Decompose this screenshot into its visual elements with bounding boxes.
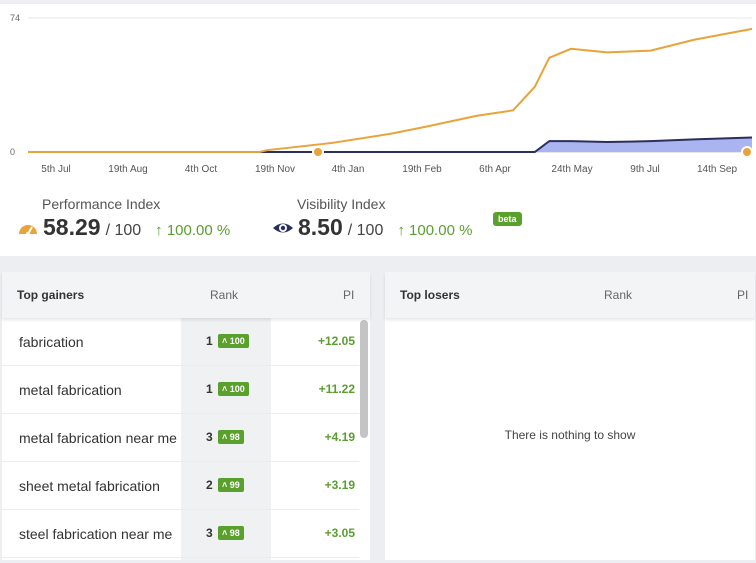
rank-change-value: 98	[229, 432, 240, 442]
x-tick-label: 4th Oct	[184, 164, 218, 175]
beta-badge: beta	[493, 212, 522, 226]
visibility-index: Visibility Index 8.50 / 100 ↑ 100.00 %	[272, 196, 472, 241]
top-losers-header: Top losers Rank PI	[385, 272, 755, 318]
pi-change-value: +4.19	[324, 430, 355, 444]
keyword-cell[interactable]: metal fabrication	[19, 382, 122, 398]
caret-up-icon: ˄	[222, 480, 228, 490]
pi-change-value: +12.05	[317, 334, 355, 348]
x-tick-label: 19th Feb	[402, 164, 442, 175]
x-tick-label: 24th May	[551, 164, 593, 175]
y-tick-label: 0	[10, 147, 16, 157]
rank-value: 2	[206, 478, 213, 492]
top-losers-panel: Top losers Rank PI There is nothing to s…	[385, 272, 755, 560]
overview-card: 74 0 5th Jul 19th Aug 4th Oct 19th Nov 4…	[0, 4, 756, 256]
caret-up-icon: ˄	[222, 336, 228, 346]
caret-up-icon: ˄	[222, 528, 228, 538]
performance-index-label: Performance Index	[42, 196, 161, 212]
index-chart	[28, 17, 753, 158]
rank-change-value: 100	[229, 384, 245, 394]
rank-change-badge: ˄ 98	[218, 526, 244, 540]
x-tick-label: 14th Sep	[696, 164, 738, 175]
event-marker[interactable]	[741, 146, 753, 158]
table-row[interactable]: fabrication 1 ˄ 100 +12.05	[2, 318, 359, 366]
rank-column-header[interactable]: Rank	[210, 288, 239, 302]
visibility-index-label: Visibility Index	[297, 196, 386, 212]
x-tick-label: 5th Jul	[41, 164, 71, 175]
rank-column-header[interactable]: Rank	[604, 288, 633, 302]
rank-value: 3	[206, 430, 213, 444]
keyword-cell[interactable]: sheet metal fabrication	[19, 478, 160, 494]
rank-change-badge: ˄ 100	[218, 334, 249, 348]
top-gainers-title: Top gainers	[17, 288, 85, 302]
performance-index: Performance Index 58.29 / 100 ↑ 100.00 %	[17, 196, 230, 241]
performance-index-max: / 100	[105, 222, 142, 239]
series-line[interactable]	[28, 27, 753, 153]
x-tick-label: 4th Jan	[331, 164, 365, 175]
performance-change-value: 100.00 %	[166, 222, 231, 239]
rank-change-value: 100	[229, 336, 245, 346]
arrow-up-icon: ↑	[155, 222, 163, 239]
keyword-cell[interactable]: metal fabrication near me	[19, 430, 177, 446]
top-losers-title: Top losers	[400, 288, 460, 302]
rank-value: 1	[206, 334, 213, 348]
x-tick-label: 19th Aug	[108, 164, 148, 175]
empty-state-message: There is nothing to show	[504, 428, 636, 442]
caret-up-icon: ˄	[222, 432, 228, 442]
pi-change-value: +11.22	[318, 382, 355, 396]
pi-change-value: +3.05	[324, 526, 355, 540]
performance-index-value: 58.29	[43, 214, 101, 240]
pi-column-header[interactable]: PI	[737, 288, 749, 302]
pi-change-value: +3.19	[324, 478, 355, 492]
x-tick-label: 6th Apr	[479, 164, 511, 175]
top-gainers-header: Top gainers Rank PI	[2, 272, 370, 318]
scrollbar[interactable]	[360, 320, 368, 438]
caret-up-icon: ˄	[222, 384, 228, 394]
rank-change-value: 99	[229, 480, 240, 490]
rank-change-badge: ˄ 99	[218, 478, 244, 492]
rank-value: 3	[206, 526, 213, 540]
arrow-up-icon: ↑	[397, 222, 405, 239]
table-row[interactable]: metal fabrication near me 3 ˄ 98 +4.19	[2, 414, 359, 462]
pi-column-header[interactable]: PI	[343, 288, 355, 302]
event-marker[interactable]	[312, 146, 324, 158]
rank-change-badge: ˄ 98	[218, 430, 244, 444]
visibility-index-change: ↑ 100.00 %	[397, 222, 472, 239]
x-tick-label: 9th Jul	[630, 164, 660, 175]
performance-index-change: ↑ 100.00 %	[155, 222, 230, 239]
visibility-index-value: 8.50	[298, 214, 343, 240]
visibility-change-value: 100.00 %	[409, 222, 473, 239]
top-gainers-panel: Top gainers Rank PI fabrication 1 ˄ 100 +12…	[2, 272, 370, 560]
speedometer-icon	[19, 224, 37, 236]
table-row[interactable]: sheet metal fabrication 2 ˄ 99 +3.19	[2, 462, 359, 510]
series-line[interactable]	[28, 136, 753, 153]
keyword-cell[interactable]: fabrication	[19, 334, 84, 350]
table-row[interactable]: metal fabrication 1 ˄ 100 +11.22	[2, 366, 359, 414]
table-row[interactable]: steel fabrication near me 3 ˄ 98 +3.05	[2, 510, 359, 558]
rank-value: 1	[206, 382, 213, 396]
series-area	[28, 137, 752, 152]
keyword-cell[interactable]: steel fabrication near me	[19, 526, 173, 542]
y-tick-label: 74	[10, 13, 21, 23]
rank-change-value: 98	[229, 528, 240, 538]
rank-change-badge: ˄ 100	[218, 382, 249, 396]
x-tick-label: 19th Nov	[254, 164, 296, 175]
eye-icon	[273, 223, 293, 232]
visibility-index-max: / 100	[347, 222, 384, 239]
